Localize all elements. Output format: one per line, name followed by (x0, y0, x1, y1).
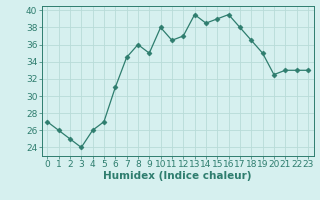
X-axis label: Humidex (Indice chaleur): Humidex (Indice chaleur) (103, 171, 252, 181)
